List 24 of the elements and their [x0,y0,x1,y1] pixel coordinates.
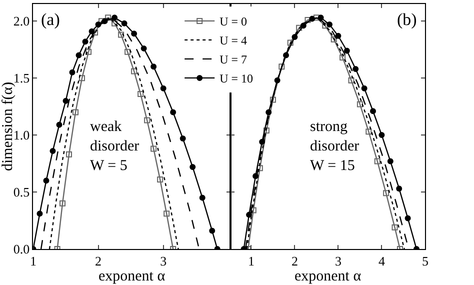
y-tick-label: 0.0 [13,242,30,257]
y-tick-label: 1.5 [13,70,30,86]
y-tick-label: 0.5 [13,184,30,200]
x-tick-label: 2 [95,254,102,269]
annotation: (a) [41,10,60,29]
x-tick-label: 4 [378,254,386,269]
legend-label: U = 7 [220,52,248,67]
x-axis-title: exponent α [294,268,362,285]
x-tick-label: 3 [160,254,167,269]
legend-label: U = 0 [220,14,248,29]
y-axis-title: dimension f(α) [0,82,16,172]
y-tick-label: 1.0 [13,128,30,143]
x-axis-title: exponent α [98,268,166,285]
legend-label: U = 10 [220,72,254,86]
x-tick-label: 1 [248,254,254,269]
annotation: strong disorder W = 15 [310,119,360,174]
y-tick-label: 2.0 [13,14,30,29]
x-tick-label: 3 [334,254,342,269]
annotation: (b) [397,10,417,29]
x-tick-label: 5 [422,254,428,269]
legend-label: U = 4 [220,34,248,48]
annotation: weak disorder W = 5 [90,119,140,174]
x-tick-label: 2 [291,254,298,269]
x-tick-label: 1 [30,254,36,269]
